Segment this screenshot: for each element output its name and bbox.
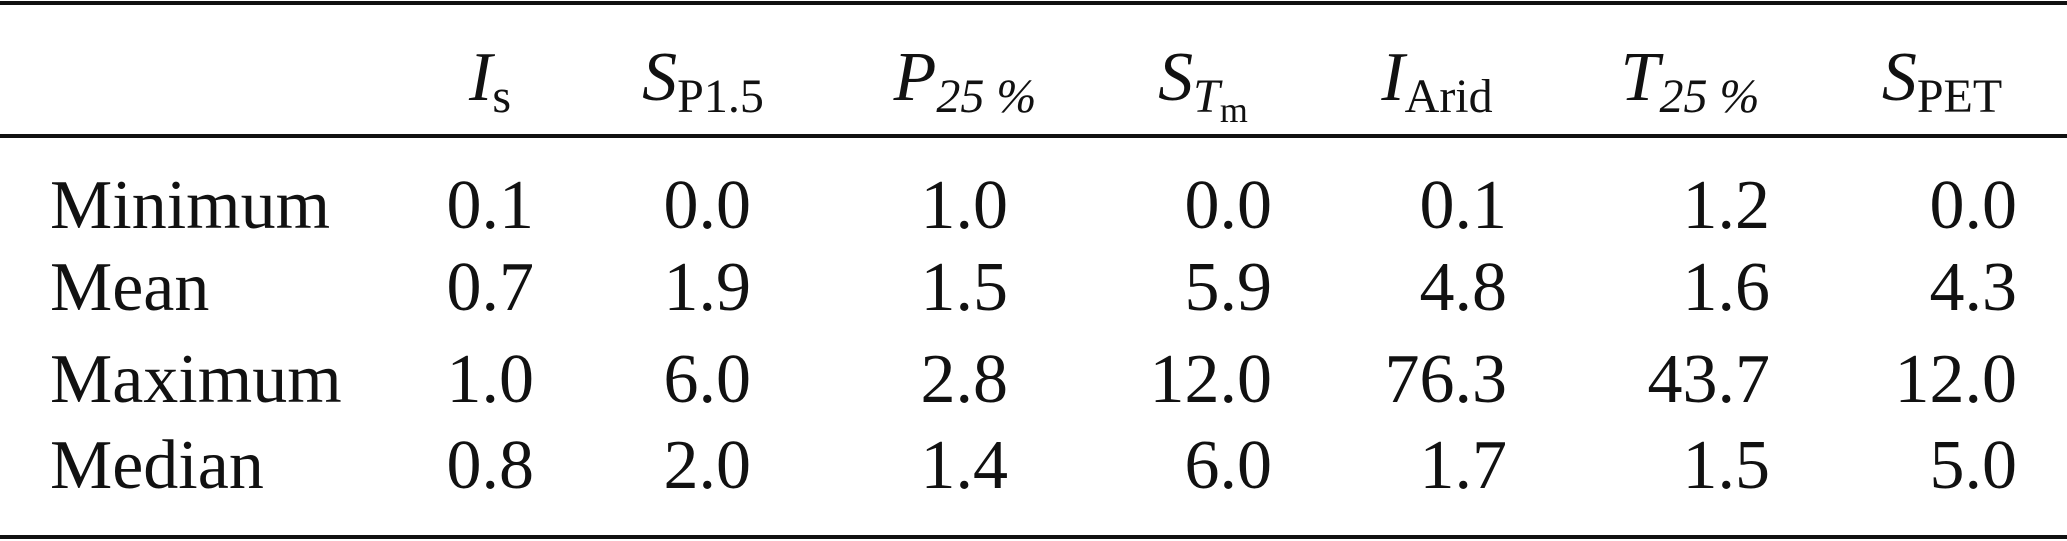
cell-value: 6.0 [664, 341, 752, 418]
cell-value: 4.3 [1930, 249, 2018, 326]
column-header: T25 % [1621, 39, 1760, 123]
cell-value: 0.1 [447, 167, 535, 244]
cell-value: 0.0 [664, 167, 752, 244]
cell-value: 1.5 [921, 249, 1009, 326]
header-subscript: Arid [1405, 70, 1493, 123]
row-label: Minimum [50, 167, 330, 244]
column-header: P25 % [893, 39, 1037, 123]
cell-value: 1.7 [1420, 427, 1508, 504]
cell-value: 1.5 [1683, 427, 1771, 504]
header-subscript: 25 % [936, 70, 1036, 123]
cell-value: 0.8 [447, 427, 535, 504]
header-subscript: PET [1917, 70, 2002, 123]
header-subscript: 25 % [1659, 70, 1759, 123]
cell-value: 43.7 [1648, 341, 1771, 418]
cell-value: 2.0 [664, 427, 752, 504]
column-header: IArid [1380, 39, 1492, 123]
cell-value: 0.0 [1185, 167, 1273, 244]
cell-value: 6.0 [1185, 427, 1273, 504]
row-label: Median [50, 427, 264, 504]
cell-value: 5.9 [1185, 249, 1273, 326]
column-header: Is [468, 39, 511, 123]
header-symbol: T [1621, 39, 1665, 116]
header-subsubscript: m [1220, 90, 1248, 130]
cell-value: 1.4 [921, 427, 1009, 504]
cell-value: 0.0 [1930, 167, 2018, 244]
cell-value: 4.8 [1420, 249, 1508, 326]
cell-value: 1.0 [447, 341, 535, 418]
header-symbol: P [893, 39, 937, 116]
cell-value: 1.2 [1683, 167, 1771, 244]
row-label: Maximum [50, 341, 342, 418]
header-subscript: T [1193, 70, 1223, 123]
column-header: SPET [1882, 39, 2002, 123]
cell-value: 1.0 [921, 167, 1009, 244]
cell-value: 1.6 [1683, 249, 1771, 326]
header-subscript: P1.5 [677, 70, 764, 123]
cell-value: 0.1 [1420, 167, 1508, 244]
header-symbol: I [1380, 39, 1408, 116]
cell-value: 2.8 [921, 341, 1009, 418]
header-symbol: S [642, 39, 677, 116]
column-header: SP1.5 [642, 39, 764, 123]
row-label: Mean [50, 249, 209, 326]
header-symbol: I [468, 39, 496, 116]
cell-value: 5.0 [1930, 427, 2018, 504]
header-subscript: s [492, 70, 511, 123]
column-header: STm [1158, 39, 1248, 130]
cell-value: 12.0 [1150, 341, 1273, 418]
cell-value: 12.0 [1895, 341, 2018, 418]
header-symbol: S [1158, 39, 1193, 116]
header-symbol: S [1882, 39, 1917, 116]
cell-value: 76.3 [1385, 341, 1508, 418]
cell-value: 1.9 [664, 249, 752, 326]
cell-value: 0.7 [447, 249, 535, 326]
